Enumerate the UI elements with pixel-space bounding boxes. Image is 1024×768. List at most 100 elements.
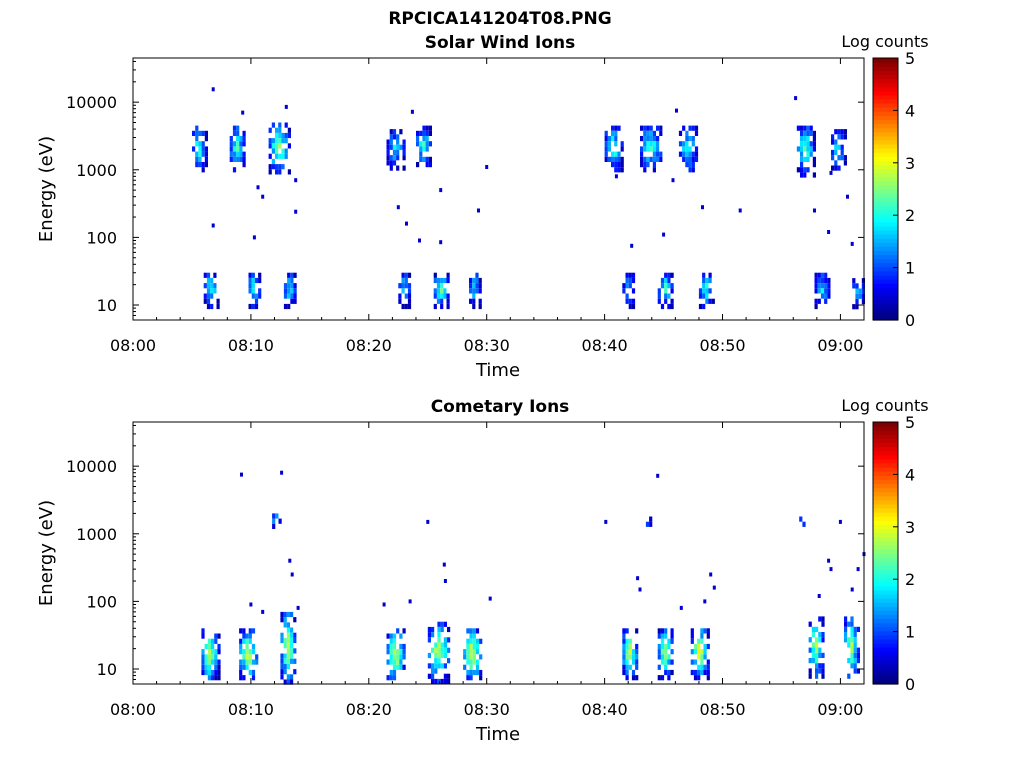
heatmap-cell bbox=[428, 162, 432, 168]
heatmap-cell bbox=[688, 156, 692, 162]
heatmap-cell bbox=[392, 149, 397, 156]
heatmap-cell bbox=[855, 304, 859, 310]
heatmap-cell bbox=[853, 668, 857, 674]
heatmap-cell bbox=[604, 136, 608, 142]
heatmap-cell bbox=[201, 633, 205, 639]
heatmap-cell bbox=[622, 659, 626, 665]
heatmap-cell bbox=[682, 141, 686, 147]
heatmap-cell bbox=[850, 642, 854, 648]
heatmap-cell bbox=[398, 293, 402, 299]
heatmap-cell bbox=[434, 663, 438, 669]
heatmap-cell bbox=[389, 654, 393, 660]
heatmap-cell bbox=[437, 642, 441, 648]
heatmap-cell bbox=[855, 293, 859, 299]
heatmap-cell bbox=[818, 668, 822, 674]
heatmap-cell bbox=[640, 151, 644, 157]
heatmap-cell bbox=[239, 136, 243, 142]
heatmap-cell bbox=[290, 283, 294, 289]
colorbar-segment bbox=[873, 663, 898, 669]
colorbar-segment bbox=[873, 291, 898, 297]
heatmap-cell bbox=[216, 298, 220, 304]
heatmap-point bbox=[418, 238, 421, 243]
heatmap-cell bbox=[389, 165, 393, 171]
heatmap-cell bbox=[469, 277, 473, 284]
heatmap-cell bbox=[232, 167, 237, 173]
heatmap-cell bbox=[434, 678, 438, 685]
heatmap-cell bbox=[214, 633, 218, 639]
heatmap-cell bbox=[248, 303, 252, 310]
heatmap-cell bbox=[402, 144, 406, 150]
heatmap-cell bbox=[858, 293, 862, 299]
heatmap-cell bbox=[283, 293, 288, 299]
heatmap-point bbox=[636, 576, 640, 581]
heatmap-cell bbox=[283, 643, 287, 649]
colorbar-segment bbox=[873, 201, 898, 206]
colorbar-segment bbox=[873, 274, 898, 280]
heatmap-cell bbox=[275, 132, 279, 139]
heatmap-cell bbox=[472, 288, 476, 294]
colorbar-segment bbox=[873, 438, 898, 444]
heatmap-cell bbox=[814, 277, 818, 284]
heatmap-point bbox=[738, 208, 742, 213]
colorbar-segment bbox=[873, 152, 898, 157]
heatmap-cell bbox=[436, 288, 441, 294]
heatmap-cell bbox=[232, 125, 237, 131]
heatmap-cell bbox=[198, 162, 202, 168]
heatmap-cell bbox=[861, 288, 865, 294]
heatmap-cell bbox=[698, 293, 703, 299]
heatmap-cell bbox=[614, 156, 618, 162]
heatmap-cell bbox=[643, 162, 647, 168]
colorbar-label: Log counts bbox=[841, 32, 928, 51]
heatmap-point bbox=[638, 587, 642, 592]
heatmap-cell bbox=[248, 277, 252, 284]
heatmap-cell bbox=[685, 146, 689, 152]
heatmap-cell bbox=[649, 156, 653, 162]
heatmap-cell bbox=[275, 143, 279, 149]
heatmap-cell bbox=[447, 647, 451, 653]
heatmap-cell bbox=[283, 303, 288, 310]
heatmap-cell bbox=[275, 138, 279, 144]
heatmap-cell bbox=[217, 633, 221, 639]
colorbar-segment bbox=[873, 299, 898, 305]
heatmap-cell bbox=[697, 638, 701, 644]
heatmap-cell bbox=[706, 675, 710, 681]
heatmap-cell bbox=[853, 642, 857, 648]
heatmap-cell bbox=[697, 649, 701, 655]
heatmap-cell bbox=[796, 146, 800, 152]
heatmap-cell bbox=[210, 293, 214, 299]
heatmap-point bbox=[838, 519, 842, 524]
heatmap-cell bbox=[831, 165, 835, 171]
heatmap-cell bbox=[643, 141, 647, 147]
heatmap-cell bbox=[620, 156, 624, 162]
heatmap-cell bbox=[646, 146, 650, 152]
colorbar-segment bbox=[873, 217, 898, 223]
heatmap-cell bbox=[660, 633, 665, 639]
heatmap-cell bbox=[656, 146, 660, 152]
colorbar-segment bbox=[873, 229, 898, 235]
heatmap-cell bbox=[840, 144, 844, 150]
heatmap-cell bbox=[242, 141, 246, 147]
heatmap-cell bbox=[664, 633, 668, 639]
colorbar-segment bbox=[873, 634, 898, 640]
heatmap-cell bbox=[195, 162, 199, 168]
heatmap-cell bbox=[827, 288, 831, 294]
panel-cometary: Cometary Ions 08:00 08:10 08:20 08:30 08:40 0… bbox=[36, 396, 929, 745]
heatmap-cell bbox=[399, 649, 403, 655]
colorbar-segment bbox=[873, 544, 898, 550]
heatmap-cell bbox=[821, 663, 825, 669]
heatmap-cell bbox=[242, 664, 246, 670]
heatmap-cell bbox=[254, 277, 259, 284]
heatmap-cell bbox=[625, 664, 629, 670]
heatmap-cell bbox=[203, 272, 207, 278]
heatmap-cell bbox=[625, 298, 629, 304]
heatmap-cell bbox=[399, 144, 403, 150]
heatmap-point bbox=[249, 602, 253, 607]
heatmap-cell bbox=[850, 626, 854, 632]
heatmap-cell bbox=[268, 127, 272, 133]
heatmap-cell bbox=[389, 675, 393, 681]
x-tick-label: 08:20 bbox=[346, 700, 392, 719]
heatmap-cell bbox=[472, 298, 476, 304]
heatmap-cell bbox=[611, 151, 615, 157]
heatmap-cell bbox=[402, 149, 406, 156]
colorbar-segment bbox=[873, 679, 898, 685]
